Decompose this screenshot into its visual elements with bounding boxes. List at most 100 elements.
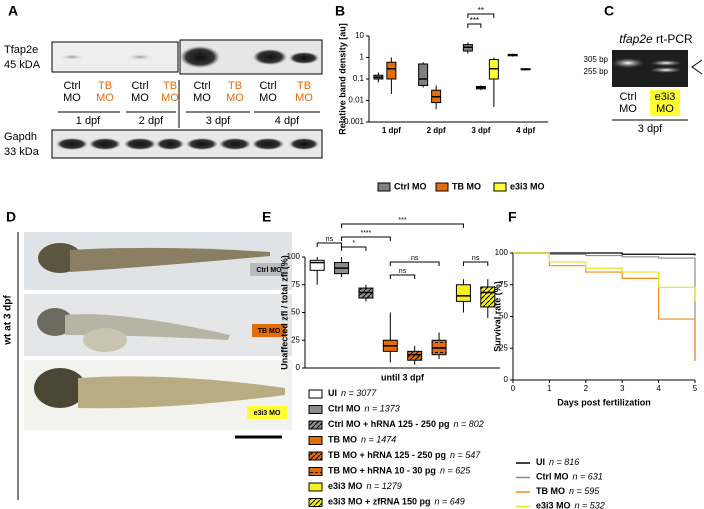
tag-bg	[250, 263, 288, 276]
legend-name: UI	[536, 457, 545, 467]
legend-n: n = 649	[434, 497, 464, 507]
legend-swatch	[308, 389, 323, 399]
sig-bracket	[389, 261, 440, 266]
sig-bracket	[316, 242, 343, 247]
gene-name: tfap2e	[619, 32, 653, 46]
legend-name: Ctrl MO + hRNA 125 - 250 pg	[328, 419, 449, 429]
y-tick-label: 10	[355, 31, 364, 40]
panel-letter: E	[262, 209, 271, 225]
legend-label: TB MO	[452, 181, 481, 191]
legend-label: e3i3 MO + zfRNA 150 pg n = 649	[328, 497, 465, 507]
legend-n: n = 802	[453, 419, 483, 429]
annotation: ns	[326, 236, 334, 243]
legend-n: n = 595	[569, 486, 600, 496]
blot-label: Tfap2e	[4, 44, 38, 56]
survival-line	[513, 252, 696, 360]
legend-swatch	[493, 182, 507, 192]
legend-swatch	[308, 405, 323, 414]
legend-swatch	[308, 436, 323, 445]
legend-label: e3i3 MO n = 532	[536, 501, 605, 509]
sig-bracket	[467, 13, 495, 18]
x-tick-label: 0	[511, 384, 516, 393]
y-tick-label: 0.001	[344, 117, 365, 126]
x-axis-label: Days post fertilization	[557, 397, 651, 407]
lane-label: Ctrl MO	[259, 80, 277, 104]
annotation: *	[352, 240, 355, 247]
legend-name: Ctrl MO	[328, 404, 361, 414]
box	[418, 63, 429, 86]
legend-label: TB MO + hRNA 125 - 250 pg n = 547	[328, 450, 481, 460]
legend-n: n = 547	[450, 450, 481, 460]
x-tick-label: 4	[656, 384, 661, 393]
y-tick-label: 75	[291, 280, 300, 289]
panel-letter: A	[8, 3, 18, 19]
legend-n: n = 631	[573, 472, 603, 482]
lane-label: TB MO	[226, 80, 244, 104]
legend-n: n = 1373	[365, 404, 400, 414]
y-tick-label: 25	[499, 343, 508, 352]
gel-lane: e3i3 MO	[654, 91, 676, 115]
panel-letter: C	[604, 3, 614, 19]
y-axis-label: Relative band density [au]	[337, 23, 347, 135]
annotation: **	[478, 6, 484, 15]
y-tick-label: 100	[495, 248, 509, 257]
annotation: ***	[398, 217, 406, 224]
x-tick-label: 2	[584, 384, 589, 393]
panel-letter: D	[6, 209, 16, 225]
legend-name: e3i3 MO	[328, 481, 363, 491]
legend-swatch	[435, 182, 449, 192]
legend-label: e3i3 MO n = 1279	[328, 481, 402, 491]
fish-yolk	[83, 328, 127, 352]
y-tick-label: 50	[499, 312, 508, 321]
sig-bracket	[341, 246, 367, 251]
x-tick-label: 2 dpf	[427, 126, 446, 135]
legend-label: UI n = 816	[536, 457, 579, 467]
legend-name: TB MO	[536, 486, 565, 496]
legend-label: TB MO n = 595	[536, 486, 600, 496]
y-tick-label: 0	[296, 363, 301, 372]
band	[180, 46, 220, 68]
annotation: ns	[411, 255, 419, 262]
fish-tag: TB MO	[258, 328, 281, 335]
blot-size: 33 kDa	[4, 146, 40, 158]
sig-bracket	[467, 23, 482, 28]
blot-size: 45 kDA	[4, 59, 41, 71]
age-label: 3 dpf	[205, 115, 231, 127]
fish-head	[34, 368, 86, 408]
y-tick-label: 100	[287, 252, 301, 261]
y-tick-label: 50	[291, 308, 300, 317]
gel-band	[612, 58, 644, 68]
y-tick-label: 25	[291, 335, 300, 344]
legend-n: n = 1474	[361, 435, 396, 445]
marker: 305 bp	[584, 55, 609, 64]
y-axis-label: Unaffected zfl / total zfl (%)	[279, 255, 289, 370]
survival-line	[513, 252, 696, 256]
box	[309, 259, 325, 271]
box	[455, 284, 471, 302]
band	[289, 52, 319, 64]
y-tick-label: 0.01	[348, 96, 364, 105]
legend-n: n = 816	[549, 457, 579, 467]
x-tick-label: 4 dpf	[516, 126, 535, 135]
legend-swatch	[308, 498, 323, 507]
lane-label: TB MO	[295, 80, 313, 104]
legend-swatch	[308, 482, 323, 492]
x-tick-label: 1 dpf	[382, 126, 401, 135]
fish-tag: e3i3 MO	[254, 410, 281, 417]
survival-line	[513, 252, 696, 361]
legend-name: TB MO	[328, 435, 357, 445]
y-tick-label: 1	[360, 53, 365, 62]
legend-name: e3i3 MO + zfRNA 150 pg	[328, 497, 430, 507]
tag-bg	[247, 406, 287, 419]
legend-label: Ctrl MO + hRNA 125 - 250 pg n = 802	[328, 419, 484, 429]
gel-lane: Ctrl MO	[619, 91, 637, 115]
x-tick-label: 3	[620, 384, 625, 393]
gel-band	[650, 67, 682, 73]
legend-swatch	[308, 467, 323, 476]
band	[60, 54, 84, 60]
tag-bg	[252, 324, 286, 337]
legend-n: n = 1279	[367, 481, 402, 491]
sig-bracket	[341, 236, 391, 241]
y-tick-label: 75	[499, 280, 508, 289]
lane-label: TB MO	[161, 80, 179, 104]
